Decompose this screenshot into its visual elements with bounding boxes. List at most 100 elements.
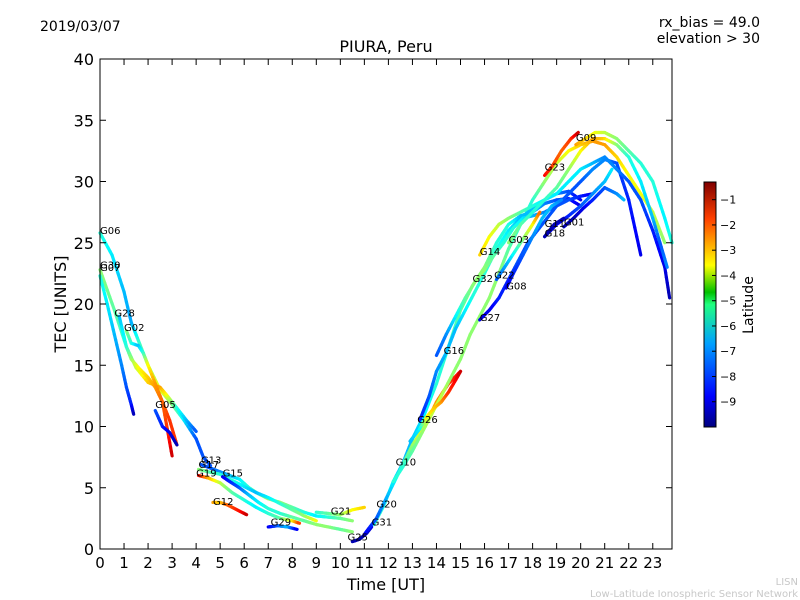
trace-g17 xyxy=(196,467,318,523)
colorbar-label: Latitude xyxy=(741,276,757,334)
x-tick-label: 19 xyxy=(547,554,566,572)
y-axis-label: TEC [UNITS] xyxy=(51,256,70,354)
colorbar-tick-label: −9 xyxy=(720,396,736,409)
trace-segment xyxy=(207,462,213,468)
sat-label-g22: G22 xyxy=(494,270,514,281)
trace-g14 xyxy=(478,155,672,300)
trace-g10 xyxy=(391,139,667,484)
trace-segment xyxy=(174,441,179,447)
rx-bias-label: rx_bias = 49.0 xyxy=(659,15,760,31)
x-tick-label: 1 xyxy=(119,554,129,572)
trace-g21 xyxy=(314,505,366,517)
x-tick-label: 10 xyxy=(331,554,350,572)
y-tick-label: 15 xyxy=(74,356,94,375)
watermark-line2: Low-Latitude Ionospheric Sensor Network xyxy=(590,589,798,600)
trace-g26 xyxy=(408,369,463,443)
sat-label-g16: G16 xyxy=(444,346,464,357)
sat-label-g14: G14 xyxy=(480,247,500,258)
x-tick-label: 23 xyxy=(643,554,662,572)
trace-segment xyxy=(637,244,643,257)
trace-g05 xyxy=(153,408,179,447)
x-tick-label: 22 xyxy=(619,554,638,572)
trace-segment xyxy=(664,261,669,269)
colorbar xyxy=(703,181,717,428)
sat-label-g06: G06 xyxy=(100,226,120,237)
trace-g06 xyxy=(98,231,213,468)
x-tick-label: 11 xyxy=(355,554,374,572)
trace-segment xyxy=(458,369,463,375)
x-tick-label: 21 xyxy=(595,554,614,572)
x-tick-label: 17 xyxy=(499,554,518,572)
sat-label-g28: G28 xyxy=(114,308,134,319)
sat-label-g07: G07 xyxy=(100,263,120,274)
watermark-line1: LISN xyxy=(776,577,798,588)
sat-label-g09: G09 xyxy=(576,133,596,144)
colorbar-tick-label: −1 xyxy=(720,194,736,207)
sat-label-g13: G13 xyxy=(201,455,221,466)
sat-label-g12: G12 xyxy=(213,497,233,508)
sat-label-g17: G17 xyxy=(199,460,219,471)
x-tick-label: 14 xyxy=(427,554,446,572)
x-tick-label: 18 xyxy=(523,554,542,572)
sat-label-g32: G32 xyxy=(473,274,493,285)
sat-label-g11: G11 xyxy=(545,219,565,230)
y-tick-label: 10 xyxy=(74,418,94,437)
trace-segment xyxy=(312,518,318,523)
sat-label-g26: G26 xyxy=(417,415,437,426)
x-tick-label: 5 xyxy=(215,554,225,572)
sat-label-g29: G29 xyxy=(271,518,291,529)
trace-segment xyxy=(577,196,583,202)
x-tick-label: 8 xyxy=(287,554,297,572)
y-tick-label: 0 xyxy=(84,540,94,559)
trace-g01 xyxy=(562,186,626,229)
trace-segment xyxy=(667,291,672,300)
sat-label-g05: G05 xyxy=(155,400,175,411)
trace-segment xyxy=(169,449,174,458)
x-tick-label: 9 xyxy=(312,554,322,572)
x-tick-label: 13 xyxy=(403,554,422,572)
sat-label-g27: G27 xyxy=(480,313,500,324)
y-tick-label: 5 xyxy=(84,479,94,498)
x-tick-label: 20 xyxy=(571,554,590,572)
x-tick-label: 0 xyxy=(95,554,105,572)
x-tick-label: 4 xyxy=(191,554,201,572)
x-tick-label: 3 xyxy=(167,554,177,572)
trace-segment xyxy=(609,167,614,173)
colorbar-tick-label: −2 xyxy=(720,219,736,232)
sat-label-g21: G21 xyxy=(331,507,351,518)
sat-label-g01: G01 xyxy=(564,218,584,229)
trace-g12 xyxy=(211,500,249,517)
colorbar-tick-label: −4 xyxy=(720,269,736,282)
y-tick-label: 30 xyxy=(74,173,94,192)
sat-label-g20: G20 xyxy=(376,499,396,510)
trace-g19 xyxy=(196,473,302,525)
colorbar-tick-label: −3 xyxy=(720,244,736,257)
axes: 0 1 2 3 4 5 6 7 8 9 10 11 12 13 14 15 16 17 18 19 20 21 22 2305… xyxy=(74,50,672,572)
trace-g08 xyxy=(504,198,564,290)
y-tick-label: 25 xyxy=(74,234,94,253)
y-tick-label: 40 xyxy=(74,50,94,69)
x-axis-label: Time [UT] xyxy=(346,575,425,594)
sat-label-g02: G02 xyxy=(124,323,144,334)
y-tick-label: 20 xyxy=(74,295,94,314)
trace-segment xyxy=(537,210,542,216)
trace-g20 xyxy=(372,197,583,527)
x-tick-label: 16 xyxy=(475,554,494,572)
sat-label-g19: G19 xyxy=(196,469,216,480)
colorbar-tick-label: −7 xyxy=(720,345,736,358)
trace-g29 xyxy=(266,524,299,532)
plot-area xyxy=(98,130,674,544)
sat-label-g23: G23 xyxy=(545,162,565,173)
trace-g03 xyxy=(506,137,669,269)
trace-g22 xyxy=(494,210,542,282)
sat-label-g31: G31 xyxy=(372,518,392,529)
elevation-label: elevation > 30 xyxy=(657,31,760,47)
trace-g23 xyxy=(543,130,580,177)
colorbar-tick-label: −8 xyxy=(720,370,736,383)
trace-g18 xyxy=(543,216,566,239)
x-tick-label: 6 xyxy=(239,554,249,572)
trace-segment xyxy=(558,198,564,203)
sat-label-g10: G10 xyxy=(396,458,416,469)
x-tick-label: 15 xyxy=(451,554,470,572)
